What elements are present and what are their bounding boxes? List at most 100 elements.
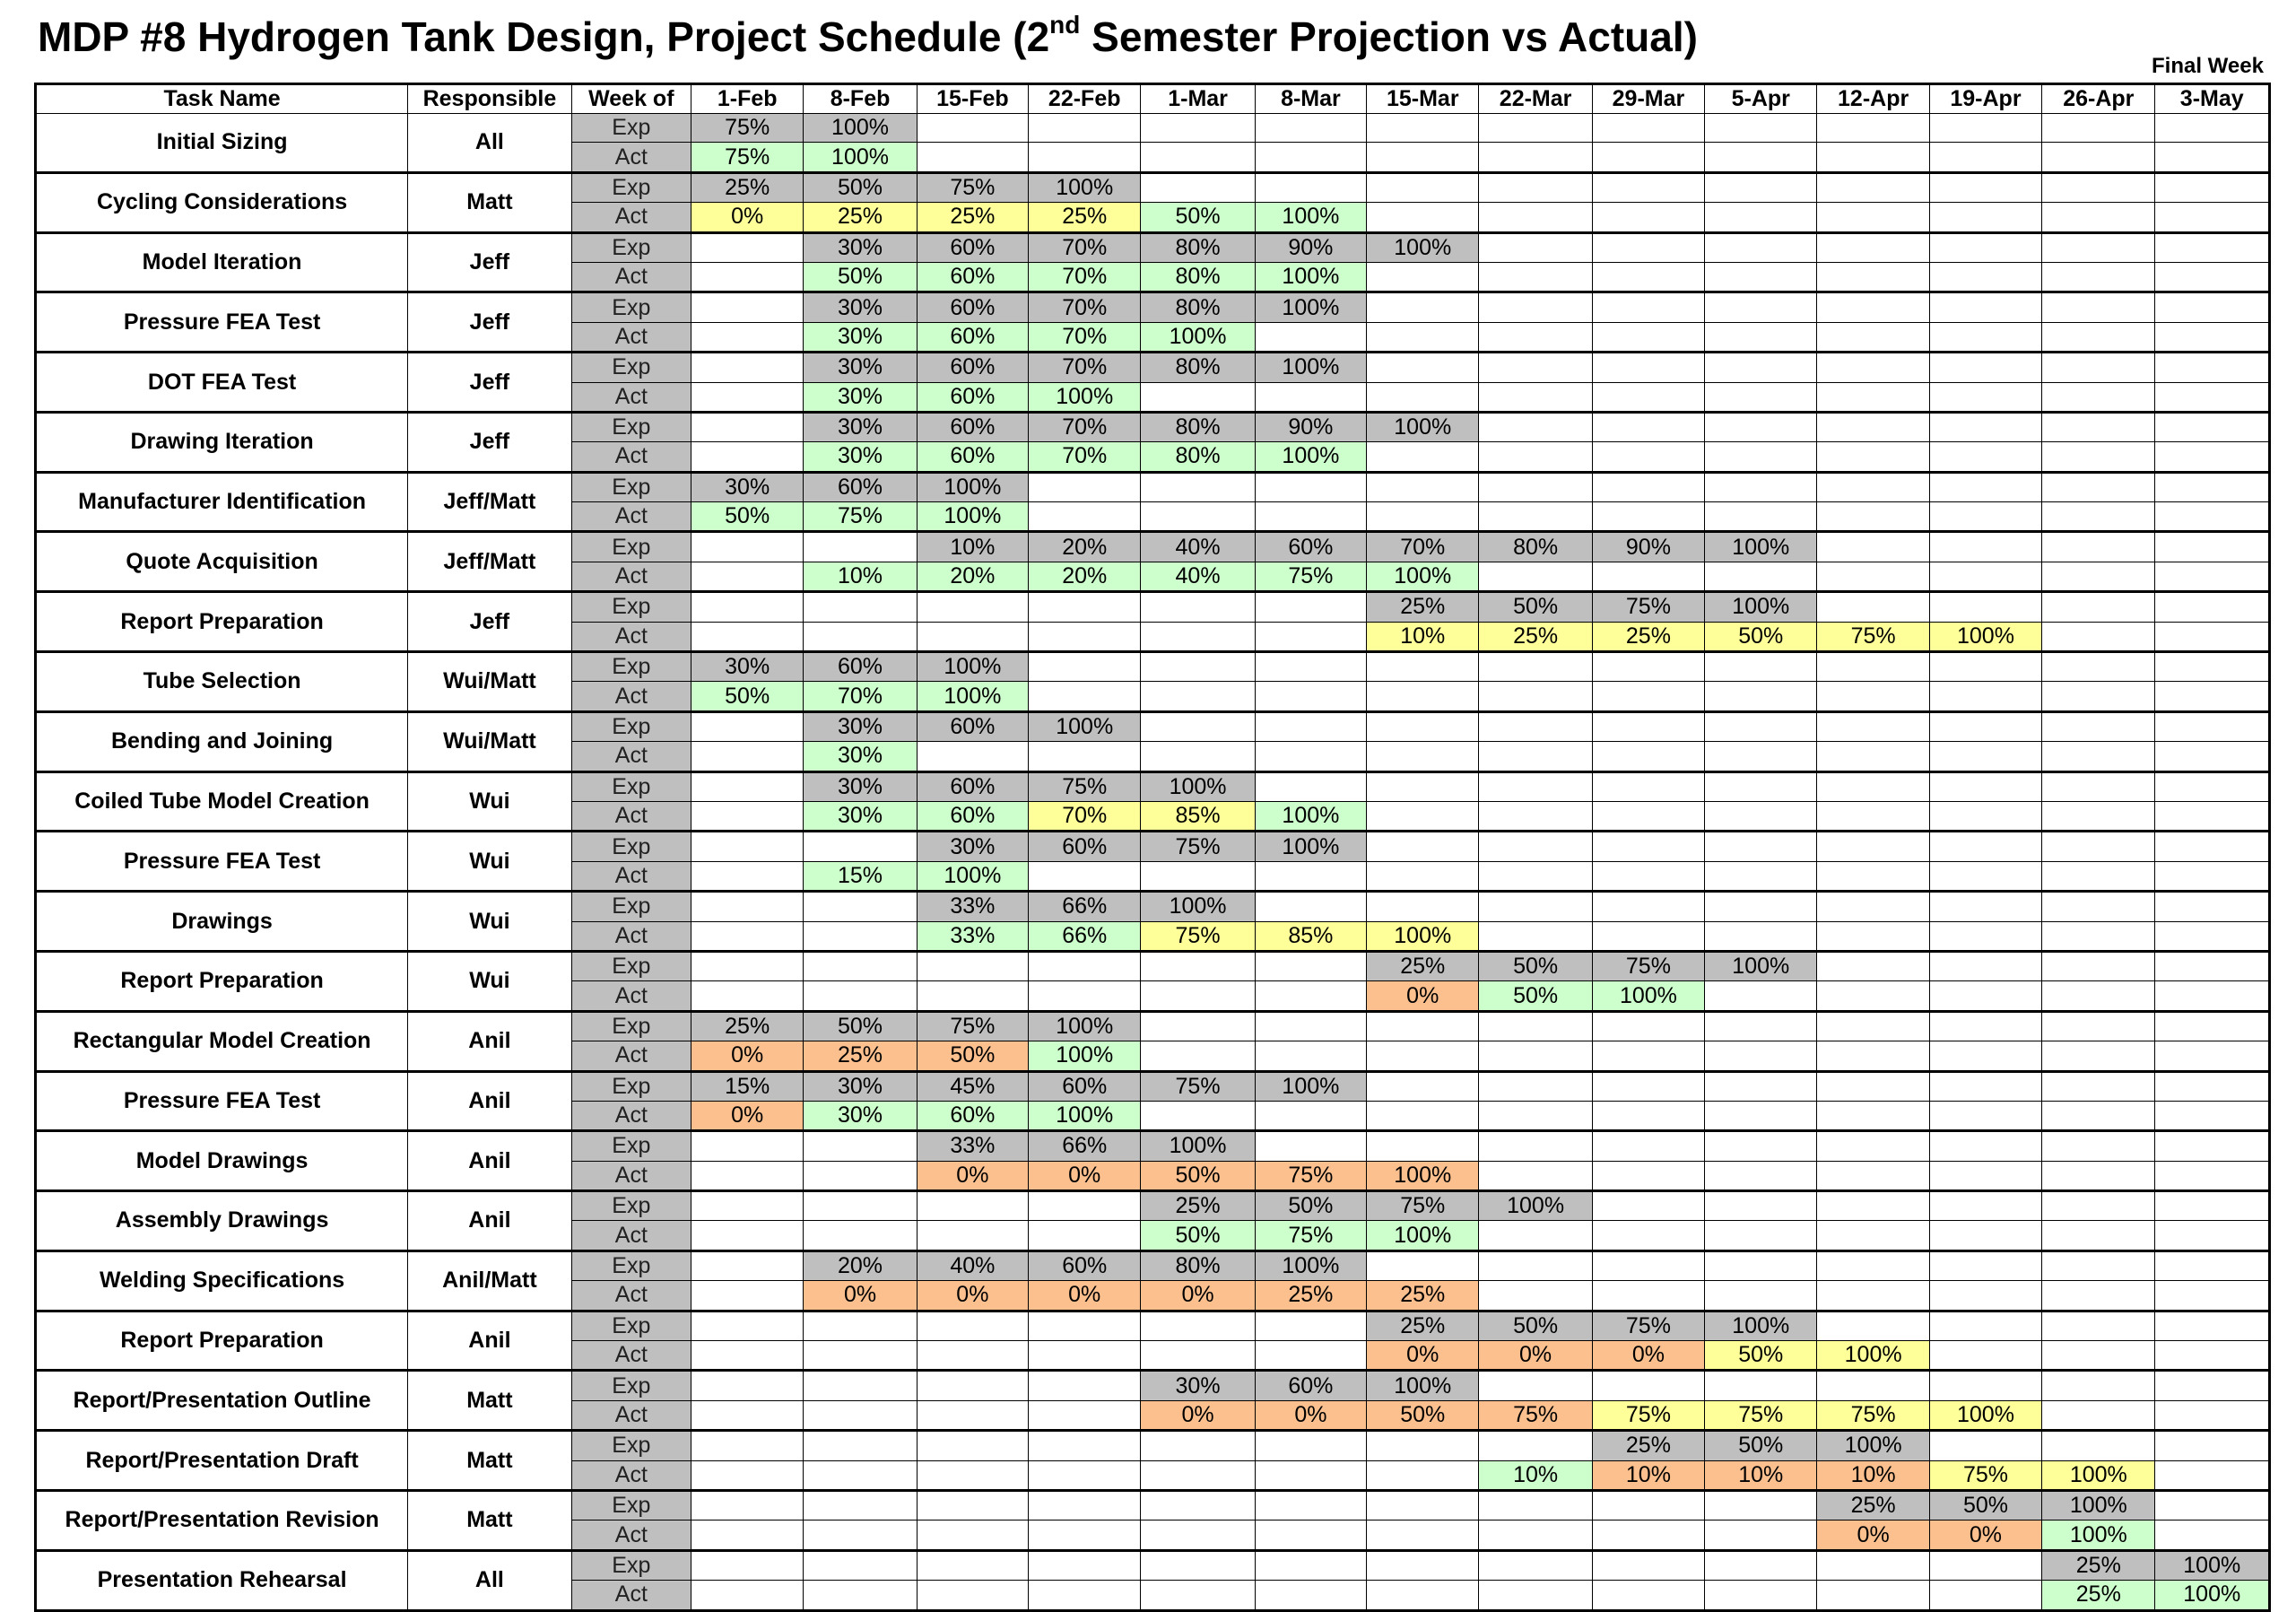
week-cell bbox=[2154, 202, 2270, 234]
week-cell bbox=[691, 591, 804, 623]
week-cell: 100% bbox=[1254, 261, 1368, 294]
week-cell bbox=[691, 1580, 804, 1612]
week-cell: 60% bbox=[916, 441, 1030, 474]
row-type-label: Exp bbox=[570, 950, 692, 982]
week-cell: 100% bbox=[1028, 1041, 1142, 1073]
task-name: Report/Presentation Outline bbox=[34, 1370, 409, 1433]
week-cell: 0% bbox=[1366, 980, 1480, 1013]
week-cell: 75% bbox=[1591, 1399, 1706, 1433]
week-cell bbox=[1254, 1310, 1368, 1342]
week-cell bbox=[2154, 891, 2270, 922]
week-cell bbox=[1591, 1041, 1706, 1073]
week-cell bbox=[1816, 1130, 1930, 1162]
expected-row: Tube Selection Wui/Matt Exp 30% 60% 100% bbox=[34, 651, 2270, 713]
week-cell bbox=[1816, 231, 1930, 263]
week-cell bbox=[1591, 920, 1706, 953]
week-cell bbox=[1928, 112, 2043, 144]
week-cell: 60% bbox=[916, 800, 1030, 833]
week-cell bbox=[1140, 1100, 1256, 1133]
week-cell bbox=[1928, 1010, 2043, 1042]
row-type-label: Act bbox=[570, 860, 692, 893]
week-cell: 75% bbox=[1366, 1190, 1480, 1222]
week-cell bbox=[1816, 441, 1930, 474]
week-cell: 66% bbox=[1028, 1130, 1142, 1162]
week-cell bbox=[691, 321, 804, 354]
row-type-label: Exp bbox=[570, 112, 692, 144]
week-cell bbox=[1366, 471, 1480, 503]
week-cell: 80% bbox=[1140, 261, 1256, 294]
week-cell: 50% bbox=[1478, 980, 1593, 1013]
week-cell bbox=[1928, 1310, 2043, 1342]
week-cell bbox=[1140, 1460, 1256, 1492]
column-header: 29-Mar bbox=[1591, 83, 1706, 114]
week-cell bbox=[1591, 231, 1706, 263]
week-cell bbox=[2154, 920, 2270, 953]
week-cell bbox=[691, 891, 804, 922]
week-cell bbox=[1928, 891, 2043, 922]
week-cell bbox=[1704, 1041, 1818, 1073]
row-type-label: Act bbox=[570, 381, 692, 414]
week-cell bbox=[803, 920, 918, 953]
column-header: Week of bbox=[570, 83, 692, 114]
week-cell bbox=[1140, 171, 1256, 204]
task-name: Report Preparation bbox=[34, 950, 409, 1013]
week-cell: 100% bbox=[1704, 1310, 1818, 1342]
week-cell bbox=[1928, 1100, 2043, 1133]
week-cell bbox=[2041, 1430, 2156, 1461]
week-cell bbox=[2041, 1070, 2156, 1102]
week-cell: 100% bbox=[1254, 352, 1368, 383]
week-cell: 20% bbox=[1028, 531, 1142, 562]
week-cell bbox=[1366, 1549, 1480, 1582]
task-name: Model Drawings bbox=[34, 1130, 409, 1193]
week-cell bbox=[1816, 950, 1930, 982]
week-cell: 20% bbox=[803, 1250, 918, 1282]
week-cell: 75% bbox=[1254, 1160, 1368, 1193]
week-cell bbox=[1704, 831, 1818, 862]
week-cell bbox=[1366, 1250, 1480, 1282]
week-cell bbox=[1928, 171, 2043, 204]
week-cell bbox=[1478, 891, 1593, 922]
week-cell: 75% bbox=[691, 112, 804, 144]
week-cell bbox=[1704, 920, 1818, 953]
week-cell bbox=[1928, 202, 2043, 234]
week-cell: 66% bbox=[1028, 920, 1142, 953]
week-cell bbox=[2041, 1041, 2156, 1073]
week-cell bbox=[1704, 980, 1818, 1013]
week-cell bbox=[2154, 1130, 2270, 1162]
row-type-label: Exp bbox=[570, 1250, 692, 1282]
week-cell bbox=[1140, 471, 1256, 503]
week-cell: 33% bbox=[916, 1130, 1030, 1162]
row-type-label: Act bbox=[570, 142, 692, 174]
week-cell bbox=[1816, 352, 1930, 383]
week-cell: 100% bbox=[1140, 321, 1256, 354]
week-cell: 100% bbox=[916, 501, 1030, 534]
week-cell bbox=[1478, 352, 1593, 383]
week-cell: 10% bbox=[803, 561, 918, 594]
week-cell bbox=[1028, 1340, 1142, 1372]
week-cell bbox=[1816, 980, 1930, 1013]
week-cell: 100% bbox=[2041, 1489, 2156, 1521]
task-responsible: Wui/Matt bbox=[407, 651, 572, 713]
week-cell: 100% bbox=[1704, 531, 1818, 562]
week-cell bbox=[691, 1340, 804, 1372]
week-cell bbox=[1366, 1041, 1480, 1073]
week-cell bbox=[1591, 471, 1706, 503]
week-cell bbox=[1478, 651, 1593, 683]
week-cell bbox=[1928, 381, 2043, 414]
week-cell: 25% bbox=[1816, 1489, 1930, 1521]
week-cell bbox=[691, 831, 804, 862]
week-cell: 30% bbox=[803, 441, 918, 474]
row-type-label: Exp bbox=[570, 891, 692, 922]
week-cell bbox=[803, 1310, 918, 1342]
week-cell bbox=[2041, 352, 2156, 383]
week-cell: 75% bbox=[1140, 1070, 1256, 1102]
week-cell: 100% bbox=[1928, 1399, 2043, 1433]
row-type-label: Act bbox=[570, 681, 692, 713]
task-name: Drawings bbox=[34, 891, 409, 953]
week-cell bbox=[1366, 1100, 1480, 1133]
week-cell bbox=[2041, 1160, 2156, 1193]
week-cell bbox=[1816, 261, 1930, 294]
week-cell bbox=[1254, 741, 1368, 773]
week-cell bbox=[803, 1460, 918, 1492]
week-cell bbox=[2041, 321, 2156, 354]
